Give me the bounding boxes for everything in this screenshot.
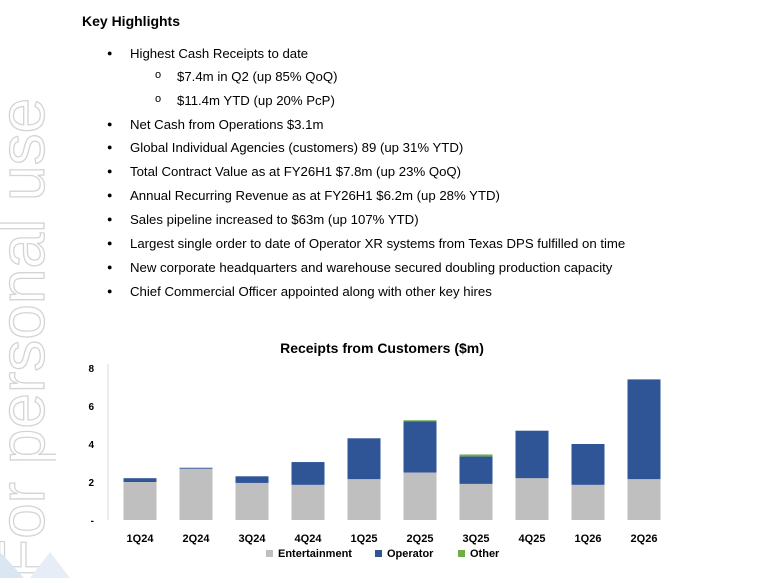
bar-entertainment-2q26 [627,479,661,520]
y-tick-label: 6 [88,402,94,413]
x-tick-label: 1Q26 [575,533,602,545]
bar-operator-2q25 [403,421,437,473]
bar-operator-4q24 [291,462,325,485]
bar-operator-2q24 [179,467,213,469]
bar-operator-3q24 [235,476,269,483]
bullet-item: ● New corporate headquarters and warehous… [107,260,613,275]
corner-decoration [0,552,70,578]
bullet-marker: ● [107,48,113,58]
bullet-item: ● Total Contract Value as at FY26H1 $7.8m… [107,164,462,179]
bullet-text: Chief Commercial Officer appointed along… [130,284,492,299]
bullet-item: ● Highest Cash Receipts to date [107,46,309,61]
bullet-marker: ● [107,166,113,176]
x-tick-label: 2Q25 [407,533,434,545]
y-tick-label: 4 [88,440,94,451]
legend-swatch-other [458,550,465,557]
bar-entertainment-4q25 [515,478,549,520]
bullet-text: $7.4m in Q2 (up 85% QoQ) [177,69,338,84]
x-tick-label: 1Q25 [351,533,378,545]
bullet-item: ● Largest single order to date of Operato… [107,236,626,251]
bar-entertainment-3q24 [235,482,269,520]
bar-other-2q25 [403,420,437,422]
legend-swatch-entertainment [266,550,273,557]
x-tick-label: 4Q24 [295,533,323,545]
bar-operator-1q26 [571,444,605,485]
bullet-marker: ● [107,286,113,296]
bullet-marker: ● [107,142,113,152]
bar-operator-4q25 [515,430,549,479]
y-tick-label: 8 [88,364,94,375]
watermark: For personal use [0,0,56,578]
legend-label-operator: Operator [387,548,434,560]
key-highlights-heading: Key Highlights [82,13,181,29]
bullet-item: ● Annual Recurring Revenue as at FY26H1 $… [107,188,500,203]
bar-entertainment-2q25 [403,472,437,520]
bullet-item: ● Chief Commercial Officer appointed alon… [107,284,492,299]
legend-label-other: Other [470,548,500,560]
bar-entertainment-1q26 [571,484,605,520]
x-tick-label: 1Q24 [127,533,155,545]
bar-other-3q25 [459,454,493,457]
x-tick-label: 4Q25 [519,533,546,545]
bar-entertainment-1q25 [347,479,381,520]
bullet-item: ● Sales pipeline increased to $63m (up 10… [107,212,419,227]
bullet-marker: ● [107,214,113,224]
bullet-text: $11.4m YTD (up 20% PcP) [177,93,335,108]
watermark-text: For personal use [0,98,56,578]
bullet-text: New corporate headquarters and warehouse… [130,260,613,275]
bar-operator-2q26 [627,379,661,480]
bullet-text: Largest single order to date of Operator… [130,236,626,251]
x-tick-label: 2Q26 [631,533,658,545]
bar-entertainment-3q25 [459,483,493,520]
chart-canvas: - 2 4 6 8 1Q24 2Q24 3Q24 4Q24 1Q25 2Q25 3Q25 4Q25 1Q2… [88,364,661,560]
bullet-text: Net Cash from Operations $3.1m [130,117,324,132]
sub-bullet-marker: o [155,93,162,105]
receipts-chart: Receipts from Customers ($m) - 2 4 6 8 1Q24 2Q… [78,330,678,578]
bullet-marker: ● [107,190,113,200]
bar-operator-3q25 [459,456,493,484]
bullet-item: ● Net Cash from Operations $3.1m [107,117,324,132]
bullet-text: Total Contract Value as at FY26H1 $7.8m … [130,164,462,179]
bullet-marker: ● [107,238,113,248]
y-tick-label: 2 [88,478,94,489]
bullet-item: ● Global Individual Agencies (customers) … [107,140,464,155]
x-tick-label: 3Q24 [239,533,267,545]
chart-title: Receipts from Customers ($m) [280,340,484,356]
x-tick-label: 3Q25 [463,533,490,545]
bullet-text: Annual Recurring Revenue as at FY26H1 $6… [130,188,500,203]
watermark-graphic: For personal use [0,97,56,578]
bullet-marker: ● [107,262,113,272]
bullet-text: Global Individual Agencies (customers) 8… [130,140,464,155]
legend-label-entertainment: Entertainment [278,548,352,560]
sub-bullet-item: o $11.4m YTD (up 20% PcP) [155,93,335,108]
bar-operator-1q25 [347,438,381,480]
bar-entertainment-1q24 [123,482,157,520]
bar-operator-1q24 [123,478,157,482]
bullet-text: Sales pipeline increased to $63m (up 107… [130,212,419,227]
bar-entertainment-4q24 [291,484,325,520]
bullet-marker: ● [107,119,113,129]
sub-bullet-item: o $7.4m in Q2 (up 85% QoQ) [155,69,338,84]
x-tick-label: 2Q24 [183,533,211,545]
y-tick-label: - [91,516,94,527]
bar-entertainment-2q24 [179,468,213,520]
sub-bullet-marker: o [155,69,162,81]
bullet-text: Highest Cash Receipts to date [130,46,309,61]
legend-swatch-operator [375,550,382,557]
